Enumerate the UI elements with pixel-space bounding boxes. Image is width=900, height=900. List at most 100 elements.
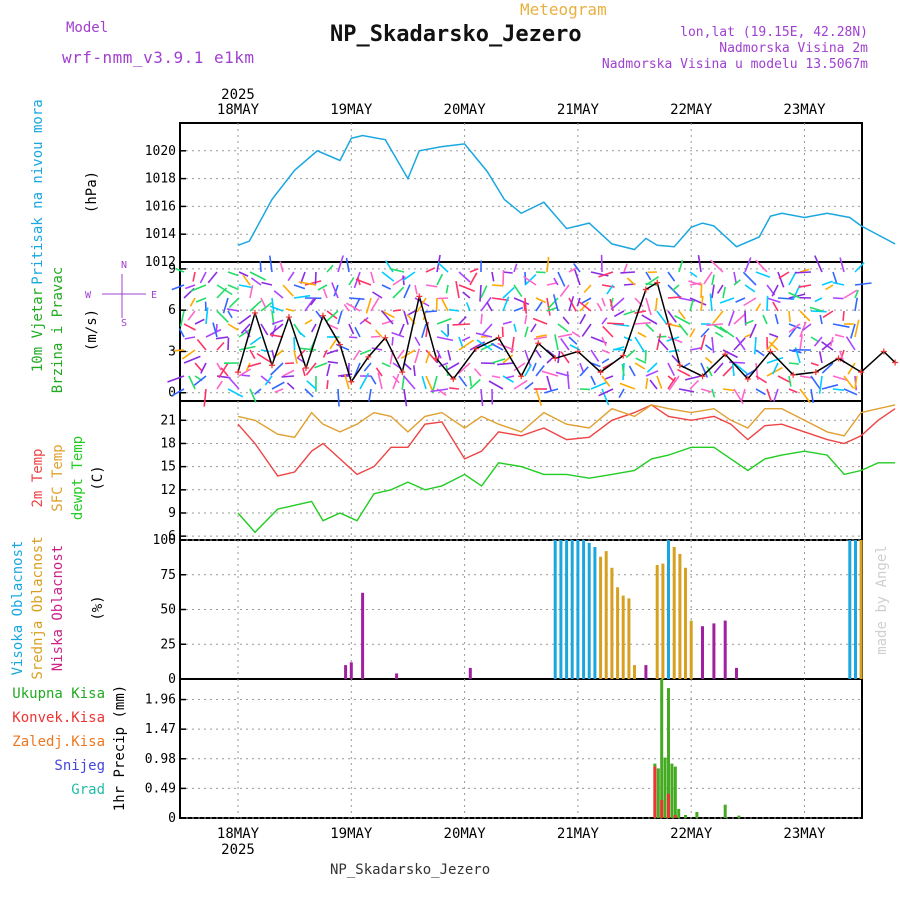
- wind-barb: [249, 271, 267, 281]
- wind-barb: [703, 271, 713, 285]
- wind-barb: [645, 271, 652, 281]
- wind-barb: [171, 284, 185, 291]
- wind-barb: [788, 388, 798, 394]
- high-cloud-bar: [587, 542, 591, 679]
- wind-barb: [310, 323, 317, 333]
- wind-barb: [568, 296, 575, 312]
- wind-barb: [733, 313, 746, 325]
- wind-barb: [436, 349, 442, 359]
- wind-barb: [818, 375, 823, 394]
- wind-barb: [363, 318, 372, 325]
- wind-barb: [766, 388, 772, 402]
- mid-cloud-bar: [672, 547, 676, 679]
- wind-barb: [446, 362, 460, 371]
- wind-gust-marker: [348, 378, 355, 385]
- station-title: NP_Skadarsko_Jezero: [330, 22, 582, 47]
- wind-barb: [368, 388, 372, 402]
- wind-barb: [829, 336, 834, 347]
- wind-barb: [818, 351, 823, 364]
- wind-barb: [335, 343, 350, 351]
- wind-barb: [261, 281, 273, 286]
- wind-barb: [260, 301, 273, 312]
- wind-barb: [445, 284, 449, 294]
- wind-barb: [755, 303, 762, 312]
- wind-barb: [832, 271, 838, 284]
- wind-barb: [510, 336, 515, 354]
- wind-gust-marker: [597, 369, 604, 376]
- mid-cloud-bar: [678, 553, 682, 679]
- wind-barb: [771, 362, 779, 375]
- wind-barb: [590, 362, 601, 368]
- wind-barb: [688, 280, 702, 286]
- wind-barb: [238, 328, 252, 338]
- wind-barb: [601, 297, 606, 307]
- wind-barb: [205, 307, 209, 325]
- wind-barb: [199, 271, 207, 284]
- wind-barb: [700, 334, 706, 351]
- wind-barb: [772, 301, 779, 312]
- wind-barb: [370, 297, 380, 312]
- wind-gust-marker: [399, 369, 406, 376]
- high-cloud-ylabel: Visoka Oblacnost: [10, 541, 26, 676]
- wind-barb: [656, 333, 662, 351]
- wind-barb: [809, 306, 823, 312]
- wind-barb: [590, 381, 608, 390]
- xtick-label-bottom: 18MAY: [217, 826, 260, 842]
- wind-barb: [623, 310, 636, 316]
- wind-barb: [649, 379, 658, 390]
- total-precip-bar: [673, 766, 677, 818]
- wind-barb: [554, 334, 559, 351]
- wind-barb: [403, 310, 409, 325]
- wind-barb: [810, 375, 821, 390]
- wind-barb: [689, 328, 696, 338]
- wind-barb: [413, 365, 416, 377]
- wind-barb: [473, 368, 482, 377]
- wind-barb: [546, 306, 558, 312]
- wind-barb: [304, 388, 314, 398]
- wind-barb: [843, 388, 858, 396]
- mid-cloud-bar: [661, 563, 665, 679]
- wind-gust-marker: [665, 320, 672, 327]
- wind-gust-marker: [699, 373, 706, 380]
- wind-barb: [613, 310, 625, 318]
- ytick-label: 1020: [145, 144, 176, 159]
- wind-barb: [646, 362, 658, 373]
- wind-gust-marker: [552, 355, 559, 362]
- wind-barb: [557, 271, 566, 287]
- wind-barb: [391, 336, 394, 346]
- wind-barb: [810, 388, 814, 404]
- wind-barb: [302, 367, 306, 377]
- wind-barb: [722, 286, 726, 299]
- wind-barb: [821, 384, 839, 390]
- wind-barb: [571, 331, 581, 338]
- wind-barb: [216, 380, 223, 390]
- wind-barb: [402, 375, 416, 390]
- wind-unit: (m/s): [84, 309, 100, 351]
- wind-barb: [250, 277, 262, 286]
- pressure-unit: (hPa): [84, 171, 100, 213]
- wind-barb: [190, 284, 207, 292]
- wind-barb: [238, 314, 252, 325]
- legend-freezing-rain: Zaledj.Kisa: [12, 734, 105, 750]
- wind-barb: [282, 369, 295, 377]
- wind-barb: [465, 302, 471, 312]
- wind-barb: [502, 296, 510, 312]
- wind-barb: [854, 319, 860, 338]
- wind-barb: [535, 297, 547, 304]
- wind-barb: [712, 310, 724, 324]
- precip-ylabel: 1hr Precip (mm): [112, 685, 128, 811]
- wind-barb: [722, 365, 734, 377]
- wind-barb: [678, 310, 686, 320]
- xtick-label-bottom: 22MAY: [670, 826, 713, 842]
- wind-barb: [226, 308, 240, 312]
- wind-barb: [436, 336, 454, 342]
- wind-barb: [581, 323, 592, 337]
- conv-precip-bar: [660, 799, 664, 818]
- total-precip-bar: [660, 679, 664, 818]
- wind-barb: [222, 297, 229, 314]
- wind-barb: [215, 323, 218, 333]
- wind-barb: [227, 388, 244, 398]
- wind-barb: [524, 314, 528, 325]
- wind-barb: [343, 303, 350, 312]
- wind-barb: [384, 260, 394, 273]
